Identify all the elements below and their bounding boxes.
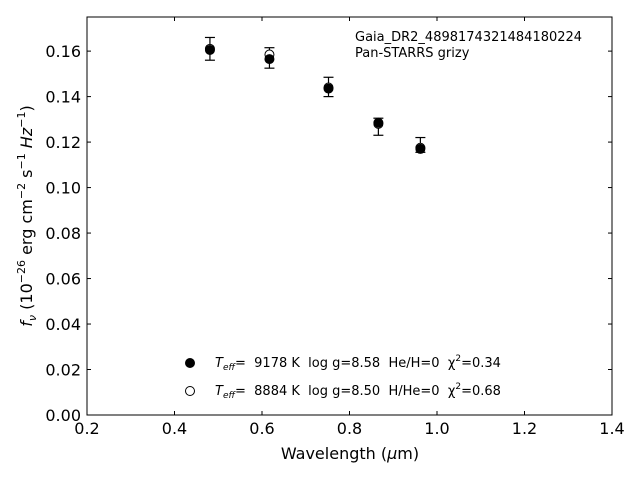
x-tick-label: 0.2 xyxy=(74,419,99,438)
legend-marker-filled xyxy=(185,358,195,368)
x-tick-label: 0.8 xyxy=(337,419,362,438)
y-tick-label: 0.06 xyxy=(45,270,81,289)
model-point-filled xyxy=(323,83,334,94)
y-tick-label: 0.08 xyxy=(45,224,81,243)
x-tick-label: 0.4 xyxy=(162,419,187,438)
y-tick-label: 0.16 xyxy=(45,42,81,61)
x-axis-title: Wavelength (μm) xyxy=(281,444,419,463)
x-tick-label: 0.6 xyxy=(249,419,274,438)
y-tick-label: 0.12 xyxy=(45,133,81,152)
y-tick-label: 0.02 xyxy=(45,361,81,380)
legend: Teff= 9178 K log g=8.58 He/H=0 χ2=0.34 T… xyxy=(185,354,501,401)
annotation-line-1: Gaia_DR2_4898174321484180224 xyxy=(355,30,582,45)
y-axis-title: fν (10−26 erg cm−2 s−1 Hz−1) xyxy=(15,105,39,326)
legend-marker-open xyxy=(185,386,195,396)
model-point-filled xyxy=(415,143,426,154)
x-tick-label: 1.4 xyxy=(599,419,624,438)
model-point-filled xyxy=(373,117,384,128)
annotation-line-2: Pan-STARRS grizy xyxy=(355,46,470,61)
x-tick-label: 1.0 xyxy=(424,419,449,438)
model-point-filled xyxy=(204,44,215,55)
x-tick-label: 1.2 xyxy=(512,419,537,438)
model-point-filled xyxy=(264,54,275,65)
y-tick-label: 0.04 xyxy=(45,315,81,334)
y-tick-label: 0.00 xyxy=(45,406,81,425)
legend-label-1: Teff= 9178 K log g=8.58 He/H=0 χ2=0.34 xyxy=(215,354,501,373)
legend-label-2: Teff= 8884 K log g=8.50 H/He=0 χ2=0.68 xyxy=(215,382,501,401)
y-tick-label: 0.14 xyxy=(45,88,81,107)
data-marks xyxy=(204,36,426,154)
y-tick-label: 0.10 xyxy=(45,179,81,198)
axis-ticks: 0.2 0.4 0.6 0.8 1.0 1.2 1.4 0.00 0.02 0.04 0.06 0.0… xyxy=(45,17,625,438)
